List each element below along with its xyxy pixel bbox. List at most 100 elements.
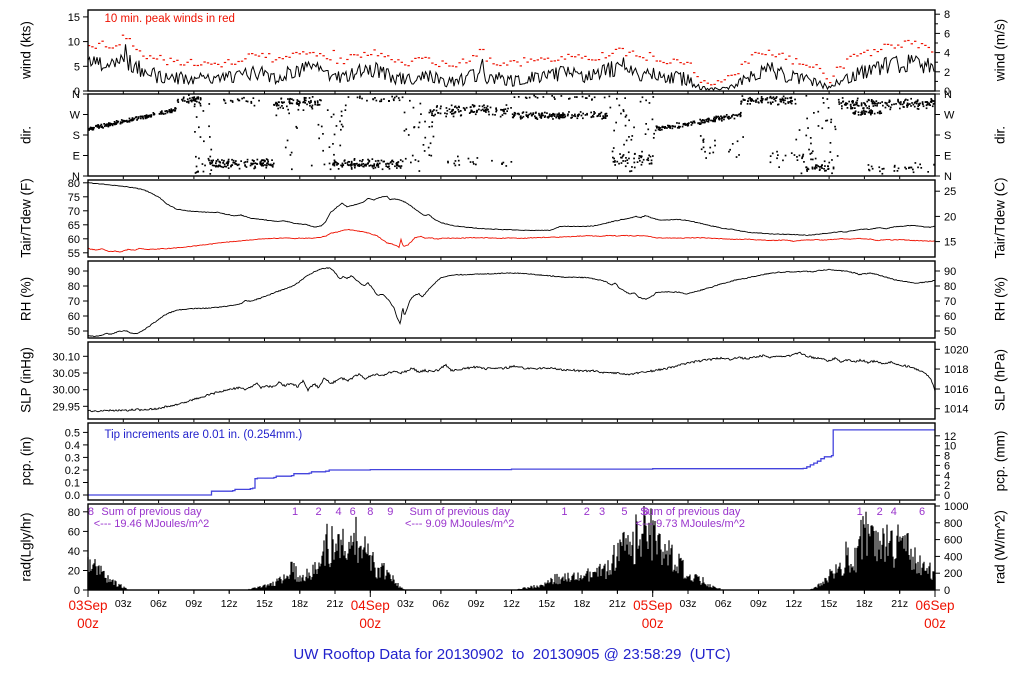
left-tick-label: W — [70, 110, 81, 122]
right-tick-label: 70 — [944, 296, 956, 308]
left-tick-label: 30.10 — [52, 351, 80, 363]
rad-hour-number: 2 — [316, 506, 322, 518]
wind-direction-scatter — [87, 94, 936, 175]
wind-note: 10 min. peak winds in red — [105, 13, 235, 25]
left-tick-label: 5 — [74, 61, 80, 73]
left-tick-label: N — [72, 89, 80, 101]
x-hour-label: 09z — [185, 598, 202, 610]
rad-hour-number: 1 — [292, 506, 298, 518]
panel-border — [87, 93, 936, 177]
wind-speed-trace — [87, 44, 935, 92]
axis-label-rad-left: rad(Lgly/hr) — [18, 512, 34, 582]
x-hour-label: 06z — [150, 598, 167, 610]
left-tick-label: 55 — [68, 248, 80, 260]
x-hour-label: 06z — [715, 598, 732, 610]
axis-label-slp-left: SLP (inHg) — [18, 347, 34, 413]
left-tick-label: 30.00 — [52, 385, 80, 397]
panel-border — [87, 422, 936, 501]
x-day-label: 06Sep — [915, 598, 954, 613]
left-tick-label: 40 — [68, 546, 80, 558]
right-tick-label: 800 — [944, 518, 962, 530]
left-tick-label: 29.95 — [52, 401, 80, 413]
right-tick-label: 1018 — [944, 364, 968, 376]
left-tick-label: 60 — [68, 526, 80, 538]
left-tick-label: N — [72, 171, 80, 183]
x-hour-label: 18z — [574, 598, 591, 610]
left-tick-label: 70 — [68, 296, 80, 308]
axis-label-pcp-right: pcp. (mm) — [992, 430, 1008, 492]
right-tick-label: 80 — [944, 281, 956, 293]
x-hour-label: 03z — [397, 598, 414, 610]
left-tick-label: 15 — [68, 12, 80, 24]
pcp-trace — [88, 429, 935, 496]
rad-hour-number: 8 — [643, 506, 649, 518]
x-hour-label: 15z — [256, 598, 273, 610]
right-tick-label: 4 — [944, 470, 950, 482]
x-hour-label: 12z — [785, 598, 802, 610]
right-tick-label: 0 — [944, 585, 950, 597]
rad-trace — [87, 506, 936, 590]
right-tick-label: 4 — [944, 48, 950, 60]
right-tick-label: 600 — [944, 535, 962, 547]
rad-sum-note: Sum of previous day — [640, 506, 741, 518]
right-tick-label: N — [944, 171, 952, 183]
pcp-note: Tip increments are 0.01 in. (0.254mm.) — [105, 429, 303, 441]
x-day-label: 05Sep — [633, 598, 672, 613]
rad-hour-number: 3 — [599, 506, 605, 518]
axis-label-slp-right: SLP (hPa) — [992, 348, 1008, 412]
rad-hour-number: 9 — [387, 506, 393, 518]
rad-sum-value: <--- 9.73 MJoules/m^2 — [636, 518, 745, 530]
axis-label-wind-right: wind (m/s) — [992, 18, 1008, 82]
right-tick-label: 10 — [944, 441, 956, 453]
x-day-label: 00z — [642, 616, 664, 631]
right-tick-label: 15 — [944, 237, 956, 249]
right-tick-label: 50 — [944, 326, 956, 338]
left-tick-label: 0.4 — [65, 440, 80, 452]
left-tick-label: 10 — [68, 37, 80, 49]
left-tick-label: 0.5 — [65, 427, 80, 439]
right-tick-label: 1020 — [944, 344, 968, 356]
rad-hour-number: 6 — [919, 506, 925, 518]
left-tick-label: E — [73, 151, 80, 163]
right-tick-label: 2 — [944, 67, 950, 79]
rad-hour-number: 2 — [877, 506, 883, 518]
x-hour-label: 15z — [821, 598, 838, 610]
right-tick-label: 1014 — [944, 404, 968, 416]
rad-sum-value: <--- 19.46 MJoules/m^2 — [94, 518, 210, 530]
x-hour-label: 18z — [856, 598, 873, 610]
right-tick-label: 1000 — [944, 501, 968, 513]
x-hour-label: 21z — [327, 598, 344, 610]
left-tick-label: 0.2 — [65, 465, 80, 477]
left-tick-label: 80 — [68, 281, 80, 293]
right-tick-label: N — [944, 89, 952, 101]
left-tick-label: 60 — [68, 311, 80, 323]
x-hour-label: 21z — [891, 598, 908, 610]
panel-border — [87, 179, 936, 258]
left-tick-label: 80 — [68, 178, 80, 190]
left-tick-label: 70 — [68, 206, 80, 218]
x-day-label: 03Sep — [68, 598, 107, 613]
x-day-label: 00z — [924, 616, 946, 631]
x-hour-label: 18z — [291, 598, 308, 610]
rad-hour-number: 6 — [350, 506, 356, 518]
x-hour-label: 12z — [503, 598, 520, 610]
left-tick-label: 0.1 — [65, 478, 80, 490]
right-tick-label: 6 — [944, 28, 950, 40]
axis-label-dir-right: dir. — [992, 125, 1008, 145]
axis-label-rh-left: RH (%) — [18, 276, 34, 322]
right-tick-label: 90 — [944, 266, 956, 278]
rad-hour-number: 4 — [336, 506, 342, 518]
x-hour-label: 06z — [432, 598, 449, 610]
tair-trace — [87, 182, 936, 236]
right-tick-label: 6 — [944, 460, 950, 472]
right-tick-label: 20 — [944, 211, 956, 223]
left-tick-label: 0 — [74, 86, 80, 98]
left-tick-label: 20 — [68, 566, 80, 578]
rad-hour-number: 2 — [584, 506, 590, 518]
rad-hour-number: 4 — [891, 506, 897, 518]
slp-trace — [87, 351, 936, 413]
axis-label-rh-right: RH (%) — [992, 276, 1008, 322]
panel-border — [87, 9, 936, 92]
x-day-label: 00z — [77, 616, 99, 631]
